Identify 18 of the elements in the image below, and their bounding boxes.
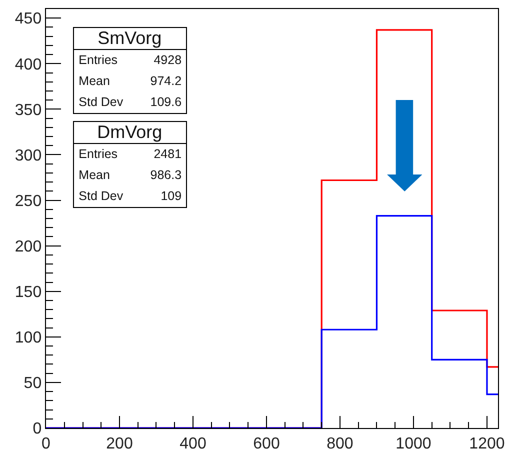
y-tick-label: 350 <box>14 102 42 119</box>
y-tick-label: 250 <box>14 192 42 210</box>
y-tick-label: 150 <box>14 284 42 301</box>
y-tick-label: 200 <box>14 238 42 256</box>
x-tick-label: 200 <box>106 435 133 452</box>
x-tick-label: 800 <box>326 435 354 452</box>
y-tick-label: 0 <box>32 420 42 438</box>
stats-box: SmVorg Entries 4928 Mean 974.2 Std Dev 109.6 <box>72 27 187 114</box>
y-tick-label: 100 <box>14 330 42 347</box>
y-tick-label: 400 <box>14 56 42 74</box>
x-tick-label: 400 <box>180 435 206 452</box>
y-tick-label: 50 <box>24 375 42 392</box>
y-tick-label: 300 <box>14 147 42 164</box>
x-tick-label: 1200 <box>469 435 505 452</box>
y-tick-label: 450 <box>14 10 42 28</box>
stats-box: DmVorg Entries 2481 Mean 986.3 Std Dev 109 <box>72 121 187 208</box>
x-tick-label: 1000 <box>396 435 432 452</box>
x-tick-label: 600 <box>253 435 280 452</box>
